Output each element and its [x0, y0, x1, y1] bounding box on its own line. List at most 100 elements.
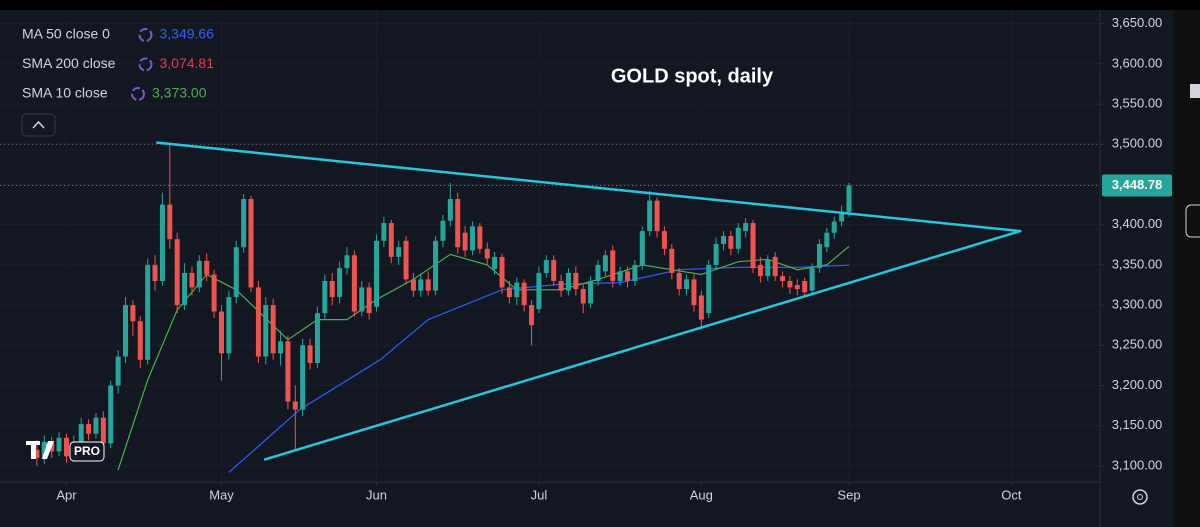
- legend-value: 3,373.00: [152, 85, 207, 101]
- candle-body: [300, 345, 306, 410]
- candle-body: [351, 255, 357, 312]
- candle-body: [780, 276, 786, 281]
- candle-body: [226, 297, 232, 354]
- candle-body: [159, 204, 165, 281]
- candle-body: [831, 221, 837, 233]
- candle-body: [307, 345, 313, 363]
- candle-body: [359, 287, 365, 312]
- candle-body: [676, 272, 682, 290]
- candle-body: [189, 272, 195, 288]
- toolbar-icon[interactable]: [1190, 84, 1200, 98]
- y-tick-label: 3,200.00: [1112, 377, 1163, 392]
- chart-title: GOLD spot, daily: [611, 65, 774, 87]
- candle-body: [218, 311, 224, 354]
- candle-body: [137, 321, 143, 360]
- candle-body: [381, 223, 387, 241]
- candle-body: [174, 239, 180, 306]
- candle-body: [816, 243, 822, 269]
- candle-body: [418, 279, 424, 291]
- candle-body: [78, 424, 84, 442]
- candle-body: [750, 223, 756, 269]
- y-tick-label: 3,500.00: [1112, 136, 1163, 151]
- candle-body: [765, 260, 771, 277]
- legend-value: 3,349.66: [160, 26, 215, 42]
- candle-body: [698, 295, 704, 320]
- logo-text: PRO: [74, 444, 100, 458]
- candle-body: [115, 356, 121, 386]
- candle-body: [233, 247, 239, 298]
- candle-body: [455, 198, 461, 248]
- candle-body: [270, 305, 276, 354]
- x-tick-label: Apr: [56, 487, 77, 502]
- last-price-badge: [1102, 174, 1172, 197]
- legend-label: MA 50 close 0: [22, 26, 110, 42]
- candle-body: [56, 437, 62, 452]
- candle-body: [167, 204, 173, 240]
- candle-body: [322, 280, 328, 314]
- candle-body: [691, 279, 697, 306]
- candle-body: [248, 198, 254, 288]
- candle-body: [565, 272, 571, 291]
- candle-body: [292, 401, 298, 410]
- ma-line: [117, 245, 850, 471]
- candle-body: [241, 198, 247, 248]
- y-tick-label: 3,100.00: [1112, 457, 1163, 472]
- candle-body: [182, 272, 188, 306]
- legend-label: SMA 200 close: [22, 55, 116, 71]
- candle-body: [610, 250, 616, 281]
- candle-body: [617, 271, 623, 281]
- candle-body: [536, 272, 542, 310]
- candle-body: [447, 198, 453, 221]
- settings-icon[interactable]: [1132, 489, 1148, 505]
- x-tick-label: Jul: [531, 487, 548, 502]
- x-tick-label: Oct: [1001, 487, 1022, 502]
- candle-body: [529, 305, 535, 326]
- candle-body: [314, 313, 320, 363]
- x-tick-label: Jun: [366, 487, 387, 502]
- y-tick-label: 3,650.00: [1112, 15, 1163, 30]
- legend-value: 3,074.81: [160, 55, 215, 71]
- legend-icon: [138, 28, 153, 42]
- candle-body: [108, 385, 114, 444]
- candle-body: [337, 268, 343, 298]
- candle-body: [713, 243, 719, 265]
- candle-body: [204, 260, 210, 275]
- candle-body: [34, 449, 40, 458]
- logo-badge: [69, 441, 105, 462]
- y-tick-label: 3,400.00: [1112, 216, 1163, 231]
- candle-body: [661, 231, 667, 249]
- candle-body: [632, 264, 638, 281]
- candle-body: [794, 284, 800, 290]
- candle-body: [41, 441, 47, 458]
- candle-body: [396, 247, 402, 257]
- candle-body: [263, 305, 269, 357]
- legend-icon: [131, 87, 145, 101]
- candle-body: [543, 260, 549, 273]
- y-tick-label: 3,150.00: [1112, 417, 1163, 432]
- x-tick-label: Aug: [690, 487, 713, 502]
- candle-body: [366, 287, 372, 314]
- settings-icon: [1137, 494, 1143, 500]
- candle-body: [839, 211, 845, 222]
- candle-body: [130, 305, 136, 322]
- candle-body: [787, 280, 793, 288]
- candle-body: [772, 256, 778, 277]
- candle-body: [410, 279, 416, 291]
- candle-body: [602, 255, 608, 272]
- top-bar: [0, 0, 1200, 10]
- candle-body: [255, 287, 261, 357]
- collapse-button[interactable]: [21, 113, 56, 137]
- candle-body: [278, 341, 284, 354]
- candle-body: [440, 220, 446, 241]
- toolbar-button[interactable]: [1185, 204, 1200, 238]
- candle-body: [425, 279, 431, 291]
- candle-body: [93, 417, 99, 434]
- candle-body: [654, 200, 660, 232]
- candle-body: [86, 424, 92, 434]
- y-tick-label: 3,250.00: [1112, 337, 1163, 352]
- candle-body: [588, 280, 594, 304]
- candle-body: [647, 200, 653, 232]
